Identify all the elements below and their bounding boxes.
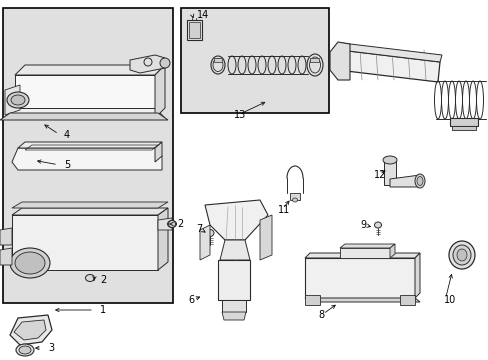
Ellipse shape: [160, 58, 170, 68]
Text: 6: 6: [187, 295, 194, 305]
Polygon shape: [0, 228, 12, 245]
Text: 13: 13: [234, 110, 246, 120]
Polygon shape: [339, 248, 389, 258]
Polygon shape: [14, 320, 46, 340]
Ellipse shape: [168, 220, 175, 228]
Text: 5: 5: [64, 160, 70, 170]
Polygon shape: [389, 175, 419, 187]
Text: 11: 11: [278, 205, 290, 215]
Polygon shape: [305, 253, 419, 258]
Ellipse shape: [10, 248, 50, 278]
Bar: [186, 20, 202, 40]
Polygon shape: [0, 248, 12, 265]
Polygon shape: [414, 253, 419, 298]
Polygon shape: [305, 298, 419, 302]
Bar: [309, 58, 318, 62]
Polygon shape: [222, 300, 245, 312]
Polygon shape: [12, 215, 158, 270]
Bar: [449, 118, 477, 126]
Ellipse shape: [19, 346, 31, 354]
Ellipse shape: [416, 176, 422, 185]
Polygon shape: [339, 43, 441, 62]
Text: 9: 9: [359, 220, 366, 230]
Polygon shape: [15, 75, 155, 108]
Text: 2: 2: [100, 275, 106, 285]
Polygon shape: [12, 208, 168, 215]
Ellipse shape: [374, 222, 381, 228]
Text: 1: 1: [100, 305, 106, 315]
Polygon shape: [0, 113, 168, 120]
Text: 2: 2: [177, 219, 183, 229]
Text: 14: 14: [197, 10, 209, 20]
Polygon shape: [389, 244, 394, 258]
Ellipse shape: [7, 92, 29, 108]
Ellipse shape: [382, 156, 396, 164]
Text: 12: 12: [373, 170, 386, 180]
Ellipse shape: [292, 198, 297, 202]
Polygon shape: [155, 142, 162, 162]
Polygon shape: [10, 315, 52, 345]
Bar: [181, 8, 328, 113]
Ellipse shape: [205, 230, 214, 237]
Bar: [189, 22, 200, 38]
Polygon shape: [218, 260, 249, 300]
Polygon shape: [383, 160, 395, 185]
Polygon shape: [155, 65, 164, 118]
Ellipse shape: [456, 249, 466, 261]
Polygon shape: [158, 208, 168, 270]
Text: 4: 4: [64, 130, 70, 140]
Text: 8: 8: [317, 310, 324, 320]
Ellipse shape: [15, 252, 45, 274]
Bar: [451, 126, 475, 130]
Polygon shape: [222, 312, 245, 320]
Text: 3: 3: [48, 343, 54, 353]
Polygon shape: [204, 200, 267, 240]
Polygon shape: [5, 108, 164, 118]
Polygon shape: [12, 148, 162, 170]
Bar: [289, 193, 299, 200]
Ellipse shape: [414, 174, 424, 188]
Polygon shape: [18, 142, 162, 148]
Polygon shape: [12, 202, 168, 208]
Polygon shape: [260, 215, 271, 260]
Text: 7: 7: [196, 224, 202, 234]
Polygon shape: [339, 244, 394, 248]
Ellipse shape: [143, 58, 152, 66]
Ellipse shape: [167, 220, 176, 228]
Polygon shape: [305, 258, 414, 298]
Bar: [214, 58, 222, 62]
Bar: [3, 8, 173, 303]
Polygon shape: [130, 55, 164, 73]
Text: 10: 10: [443, 295, 455, 305]
Polygon shape: [15, 65, 164, 75]
Polygon shape: [200, 225, 209, 260]
Ellipse shape: [85, 274, 94, 282]
Ellipse shape: [86, 275, 94, 281]
Ellipse shape: [11, 95, 25, 105]
Polygon shape: [329, 42, 349, 80]
Ellipse shape: [448, 241, 474, 269]
Polygon shape: [220, 240, 249, 260]
Polygon shape: [337, 50, 439, 82]
Bar: [305, 295, 319, 305]
Polygon shape: [5, 85, 20, 115]
Ellipse shape: [16, 344, 34, 356]
Polygon shape: [158, 218, 172, 230]
Bar: [399, 295, 414, 305]
Ellipse shape: [452, 245, 470, 265]
